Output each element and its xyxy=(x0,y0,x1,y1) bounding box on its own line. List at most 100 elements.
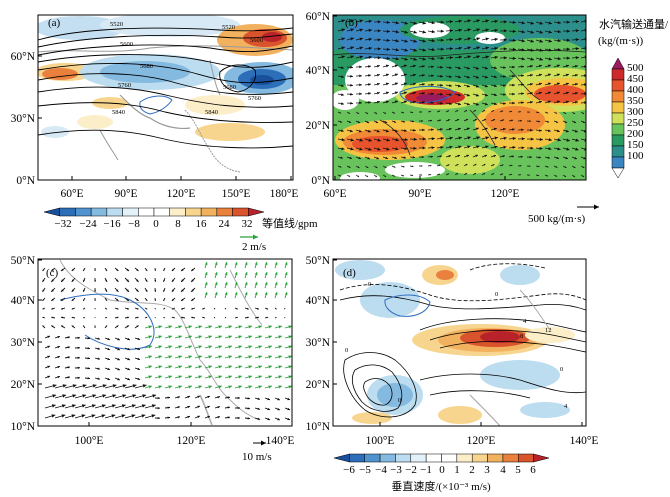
wind-vector-head xyxy=(177,416,180,419)
wind-vector-head xyxy=(71,316,74,319)
panel-c-xtick: 120°E xyxy=(177,435,206,447)
wind-vector-head xyxy=(395,39,399,43)
panel-a-contour-label: 5680 xyxy=(223,84,236,91)
wind-vector-head xyxy=(438,110,441,113)
wind-vector-head xyxy=(198,335,202,339)
wind-vector-head xyxy=(503,66,506,69)
wind-vector-head xyxy=(268,375,272,379)
wind-vector-head xyxy=(376,64,380,68)
wind-vector-head xyxy=(136,279,139,282)
colorbar-d-cell xyxy=(518,453,534,463)
wind-vector-head xyxy=(97,367,100,370)
wind-vector-head xyxy=(148,355,152,359)
colorbar-d-cell xyxy=(333,453,350,463)
wind-vector-head xyxy=(492,119,496,122)
wind-vector-head xyxy=(350,37,354,41)
wind-vector-head xyxy=(458,145,462,149)
wind-vector-head xyxy=(258,365,262,369)
wind-vector-head xyxy=(492,164,495,166)
wind-vector-head xyxy=(466,93,470,97)
wind-vector-head xyxy=(117,377,120,381)
wind-vector-head xyxy=(546,120,550,123)
wind-vector-head xyxy=(422,146,426,150)
wind-vector-head xyxy=(422,74,425,77)
wind-vector-head xyxy=(158,345,162,349)
wind-vector-head xyxy=(57,355,60,359)
wind-vector-head xyxy=(512,83,515,87)
wind-vector-head xyxy=(234,262,238,266)
wind-vector-head xyxy=(556,129,560,133)
panel-d-contour-label: 4 xyxy=(564,403,568,410)
wind-vector-head xyxy=(254,292,258,296)
wind-vector-head xyxy=(357,166,360,168)
wind-vector-head xyxy=(368,28,372,32)
wind-vector-head xyxy=(494,28,498,32)
wind-vector-head xyxy=(267,407,270,411)
wind-vector-head xyxy=(440,47,444,51)
wind-vector-head xyxy=(404,21,408,25)
wind-vector-head xyxy=(565,82,569,86)
wind-vector-head xyxy=(178,385,182,389)
wind-vector-head xyxy=(367,156,371,160)
wind-vector-head xyxy=(375,166,378,168)
wind-vector-head xyxy=(376,91,380,95)
colorbar-b-cell xyxy=(611,145,625,158)
wind-vector-head xyxy=(171,307,174,310)
panel-c-ytick: 40°N xyxy=(11,295,36,307)
wind-vector-head xyxy=(556,156,560,159)
wind-vector-head xyxy=(177,406,180,409)
wind-vector-head xyxy=(107,367,110,371)
wind-vector-head xyxy=(62,384,67,388)
colorbar-a-label: 等值线/gpm xyxy=(262,216,318,230)
wind-vector-head xyxy=(94,308,96,310)
panel-d-contour-label: 0 xyxy=(495,291,498,298)
wind-vector-head xyxy=(393,112,396,114)
wind-vector-head xyxy=(137,367,140,370)
wind-vector-head xyxy=(105,317,108,319)
panel-b-xtick: 120°E xyxy=(491,188,520,200)
wind-vector-head xyxy=(158,385,162,389)
wind-vector-head xyxy=(228,375,232,379)
wind-vector-head xyxy=(136,289,139,292)
colorbar-b-cell xyxy=(611,90,625,103)
wind-vector-head xyxy=(402,174,405,177)
wind-vector-head xyxy=(485,37,489,41)
wind-vector-head xyxy=(126,298,129,301)
panel-a-xtick: 90°E xyxy=(114,188,137,200)
wind-vector-head xyxy=(256,307,259,310)
wind-vector-head xyxy=(136,316,139,319)
wind-vector-head xyxy=(197,395,200,399)
wind-vector-head xyxy=(539,146,543,150)
wind-vector-head xyxy=(521,39,525,43)
panel-d-ytick: 30°N xyxy=(306,337,331,349)
wind-vector-head xyxy=(258,325,262,329)
wind-vector-head xyxy=(349,156,353,160)
wind-vector xyxy=(580,56,586,59)
colorbar-d-tick: 0 xyxy=(439,464,445,476)
colorbar-d-tick: −4 xyxy=(375,464,387,476)
wind-vector-head xyxy=(557,30,561,34)
wind-vector-head xyxy=(145,308,148,310)
wind-vector-head xyxy=(502,127,506,131)
colorbar-b-tick: 300 xyxy=(627,106,644,118)
wind-vector-head xyxy=(493,154,497,158)
wind-vector-head xyxy=(503,20,507,24)
wind-vector-head xyxy=(191,268,194,271)
panel-a-ytick: 30°N xyxy=(11,113,36,125)
wind-vector-head xyxy=(171,316,174,319)
wind-vector-head xyxy=(440,20,444,24)
wind-vector-head xyxy=(264,292,268,296)
panel-d-ytick: 10°N xyxy=(306,421,331,433)
wind-vector xyxy=(580,75,586,77)
wind-vector-head xyxy=(458,28,462,32)
wind-vector-head xyxy=(278,355,282,359)
wind-vector-head xyxy=(403,100,407,104)
wind-vector-head xyxy=(530,73,533,77)
wind-vector-head xyxy=(431,57,435,61)
wind-vector-head xyxy=(385,64,389,68)
wind-vector-head xyxy=(529,155,533,159)
colorbar-a-tick: 8 xyxy=(175,218,181,230)
colorbar-a-cell xyxy=(232,207,249,217)
wind-vector-head xyxy=(413,21,417,25)
wind-vector-head xyxy=(530,30,534,34)
